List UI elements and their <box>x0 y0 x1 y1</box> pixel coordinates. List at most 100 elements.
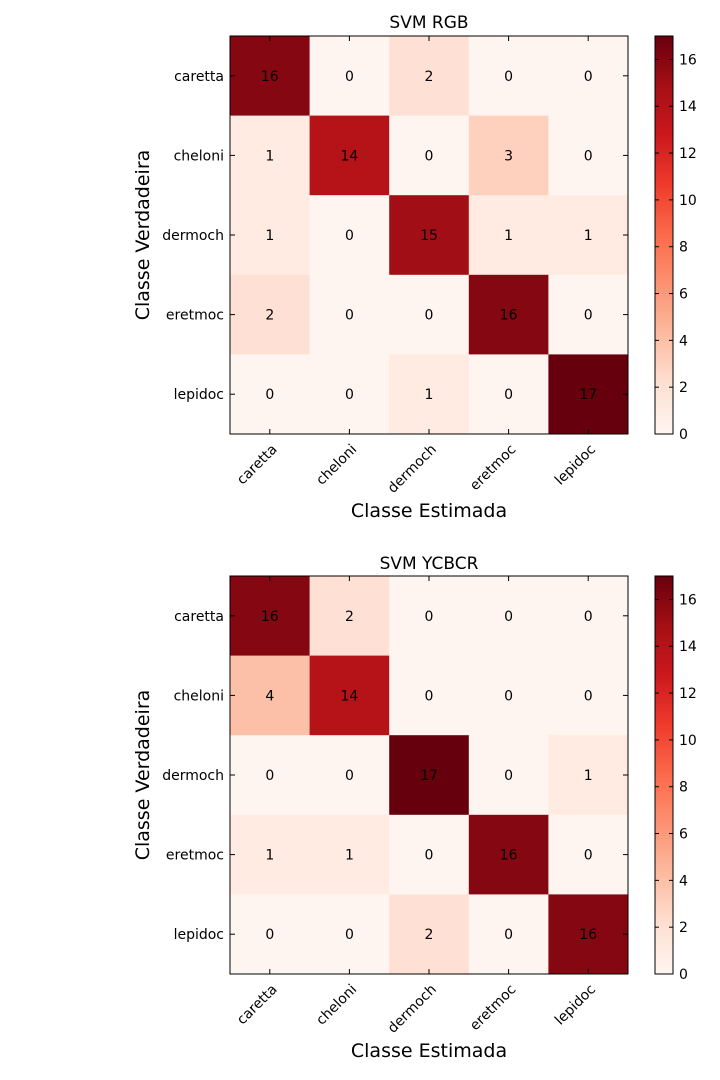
heatmap-cell <box>468 274 549 355</box>
chart-title: SVM RGB <box>389 13 468 33</box>
cell-value-label: 16 <box>500 308 518 324</box>
y-tick-label: dermoch <box>162 768 224 784</box>
cell-value-label: 2 <box>425 69 434 85</box>
colorbar-tick-label: 14 <box>679 99 697 115</box>
heatmap-cell <box>389 36 470 117</box>
heatmap-cell <box>309 735 390 816</box>
cell-value-label: 0 <box>584 848 593 864</box>
x-tick-label: caretta <box>234 982 281 1029</box>
cell-value-label: 0 <box>265 768 274 784</box>
colorbar-tick-label: 4 <box>679 873 688 889</box>
heatmap-cell <box>230 354 311 435</box>
cell-value-label: 16 <box>500 848 518 864</box>
cell-value-label: 2 <box>265 308 274 324</box>
x-tick-label: lepidoc <box>552 442 599 489</box>
heatmap-cell <box>389 576 470 657</box>
cell-value-label: 16 <box>261 609 279 625</box>
heatmap-cell <box>468 576 549 657</box>
cell-value-label: 4 <box>265 688 274 704</box>
heatmap-cell <box>389 274 470 355</box>
cell-value-label: 0 <box>425 688 434 704</box>
heatmap-cell <box>548 655 629 736</box>
cell-value-label: 0 <box>345 228 354 244</box>
colorbar-tick-label: 12 <box>679 146 697 162</box>
colorbar-tick-label: 10 <box>679 193 697 209</box>
heatmap-cell <box>309 354 390 435</box>
cell-value-label: 2 <box>425 927 434 943</box>
colorbar-tick-label: 4 <box>679 333 688 349</box>
cell-value-label: 0 <box>265 387 274 403</box>
cell-value-label: 3 <box>504 148 513 164</box>
cell-value-label: 14 <box>340 688 358 704</box>
colorbar-tick-label: 14 <box>679 639 697 655</box>
heatmap-cell <box>230 655 311 736</box>
y-axis-label: Classe Verdadeira <box>132 150 154 321</box>
cell-value-label: 0 <box>584 308 593 324</box>
cell-value-label: 16 <box>579 927 597 943</box>
y-tick-label: caretta <box>174 69 224 85</box>
cell-value-label: 0 <box>345 69 354 85</box>
heatmap-cell <box>468 655 549 736</box>
cell-value-label: 0 <box>425 848 434 864</box>
heatmap-cell <box>468 354 549 435</box>
heatmap-cell <box>309 894 390 975</box>
heatmap-cell <box>548 814 629 895</box>
cell-value-label: 0 <box>425 148 434 164</box>
colorbar-tick-label: 2 <box>679 920 688 936</box>
heatmap-cell <box>548 274 629 355</box>
cell-value-label: 2 <box>345 609 354 625</box>
heatmap-cell <box>389 195 470 276</box>
x-axis-label: Classe Estimada <box>351 1040 507 1062</box>
heatmap-cell <box>548 354 629 435</box>
x-tick-label: lepidoc <box>552 982 599 1029</box>
x-tick-label: eretmoc <box>467 442 519 494</box>
y-tick-label: eretmoc <box>166 848 224 864</box>
x-tick-label: cheloni <box>313 982 360 1029</box>
cell-value-label: 0 <box>584 609 593 625</box>
heatmap-cell <box>548 735 629 816</box>
heatmap-cell <box>309 814 390 895</box>
cell-value-label: 0 <box>504 609 513 625</box>
cell-value-label: 15 <box>420 228 438 244</box>
cell-value-label: 0 <box>584 688 593 704</box>
colorbar-tick-label: 6 <box>679 287 688 303</box>
heatmap-cell <box>468 115 549 196</box>
heatmap-cell <box>548 115 629 196</box>
x-tick-label: caretta <box>234 442 281 489</box>
cell-value-label: 0 <box>425 609 434 625</box>
colorbar-tick-label: 0 <box>679 967 688 983</box>
cell-value-label: 1 <box>425 387 434 403</box>
cell-value-label: 1 <box>345 848 354 864</box>
heatmap-cell <box>230 735 311 816</box>
colorbar-tick-label: 8 <box>679 240 688 256</box>
cell-value-label: 0 <box>425 308 434 324</box>
cell-value-label: 0 <box>345 927 354 943</box>
heatmap-cell <box>468 814 549 895</box>
heatmap-cell <box>389 354 470 435</box>
heatmap-cell <box>548 576 629 657</box>
colorbar-tick-label: 16 <box>679 52 697 68</box>
heatmap-cell <box>309 274 390 355</box>
colorbar <box>654 575 674 975</box>
cell-value-label: 1 <box>584 768 593 784</box>
y-tick-label: caretta <box>174 609 224 625</box>
heatmap-cell <box>309 195 390 276</box>
y-tick-label: dermoch <box>162 228 224 244</box>
y-tick-label: cheloni <box>174 148 224 164</box>
cell-value-label: 0 <box>345 387 354 403</box>
cell-value-label: 0 <box>584 148 593 164</box>
colorbar-tick-label: 0 <box>679 427 688 443</box>
y-tick-label: cheloni <box>174 688 224 704</box>
x-axis-label: Classe Estimada <box>351 500 507 522</box>
y-tick-label: lepidoc <box>174 387 224 403</box>
heatmap-cell <box>230 814 311 895</box>
x-tick-label: dermoch <box>385 982 440 1037</box>
x-tick-label: eretmoc <box>467 982 519 1034</box>
cell-value-label: 17 <box>420 768 438 784</box>
heatmap-cell <box>468 36 549 117</box>
heatmap-cell <box>230 36 311 117</box>
cell-value-label: 0 <box>504 927 513 943</box>
